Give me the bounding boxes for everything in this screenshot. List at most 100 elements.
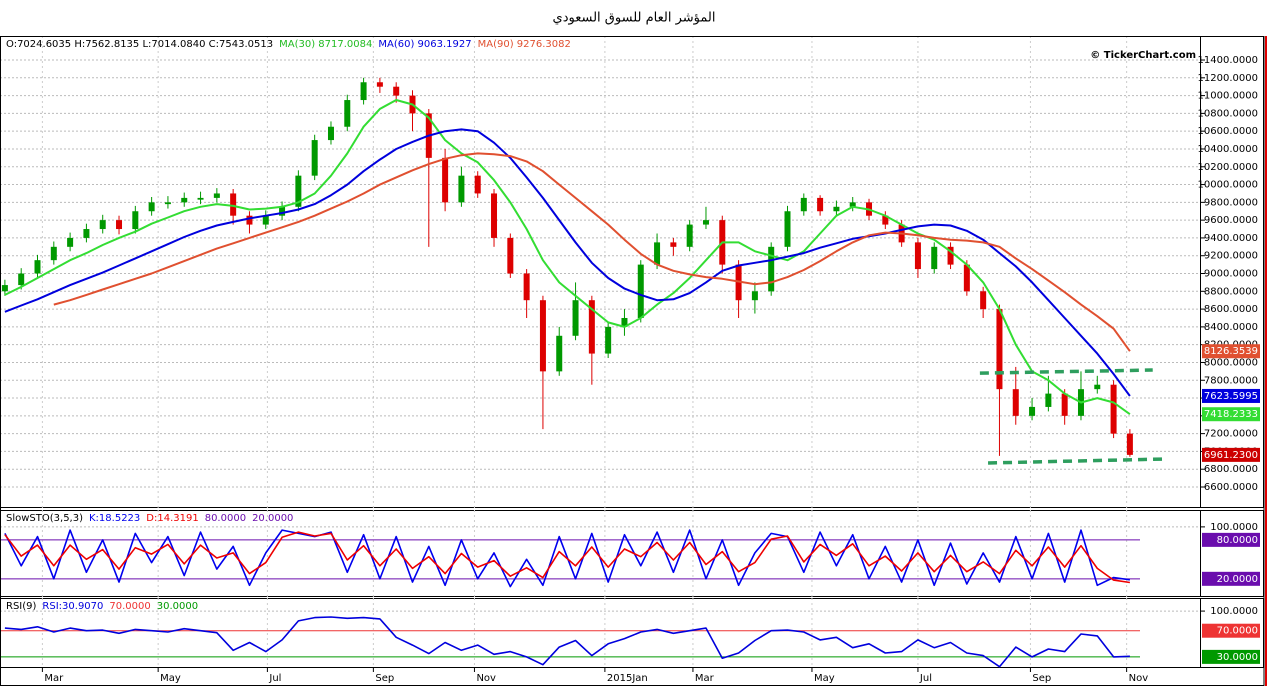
x-tick-label: Sep (1032, 673, 1051, 684)
value-box (1202, 344, 1260, 359)
candle-body (996, 309, 1003, 390)
y-tick-label: 9000.0000 (1204, 269, 1258, 280)
value-box-label: 80.0000 (1217, 535, 1258, 546)
candle-body (279, 206, 286, 216)
series-line (53, 152, 1131, 352)
candle-body (197, 197, 204, 200)
value-box (1202, 649, 1260, 664)
value-box-label: 30.0000 (1217, 652, 1258, 663)
candle-body (556, 335, 563, 372)
value-box (1202, 388, 1260, 403)
series-line (4, 616, 1130, 668)
candle-body (67, 237, 74, 247)
trend-line (988, 457, 1166, 465)
candle-body (539, 300, 546, 372)
y-tick-label: 9800.0000 (1204, 197, 1258, 208)
value-box (1202, 623, 1260, 638)
y-tick-label: 6800.0000 (1204, 464, 1258, 475)
candle-body (34, 260, 41, 274)
candle-body (751, 291, 758, 301)
candle-body (784, 211, 791, 247)
candle-body (442, 157, 449, 203)
candle-body (588, 300, 595, 354)
candle-body (376, 82, 383, 87)
candle-body (18, 273, 25, 286)
legend-label: MA(90) 9276.3082 (478, 39, 571, 50)
candle-body (344, 100, 351, 127)
candle-body (1029, 406, 1036, 416)
candle-body (572, 300, 579, 336)
candle-body (1012, 389, 1019, 416)
candle-body (507, 237, 514, 274)
y-tick-label: 8000.0000 (1204, 357, 1258, 368)
y-tick-label: 10200.0000 (1198, 162, 1258, 173)
x-tick-label: May (814, 673, 835, 684)
x-tick-label: Mar (695, 673, 715, 684)
candle-body (50, 246, 57, 261)
y-tick-label: 10000.0000 (1198, 180, 1258, 191)
y-tick-label: 8400.0000 (1204, 322, 1258, 333)
candle-body (491, 193, 498, 238)
candle-body (132, 211, 139, 230)
candle-body (474, 175, 481, 194)
candle-body (654, 242, 661, 265)
candle-body (947, 246, 954, 265)
x-tick-label: Mar (44, 673, 64, 684)
candle-body (246, 215, 253, 225)
legend-label: MA(60) 9063.1927 (378, 39, 471, 50)
y-tick-label: 8600.0000 (1204, 304, 1258, 315)
candle-body (800, 197, 807, 212)
candle-body (833, 206, 840, 212)
y-tick-label: 10800.0000 (1198, 108, 1258, 119)
legend-label: D:14.3191 (146, 513, 198, 524)
value-box (1202, 447, 1260, 462)
candle-body (458, 175, 465, 203)
y-tick-label: 100.0000 (1210, 606, 1258, 617)
candle-body (164, 202, 171, 205)
x-tick-label: May (160, 673, 181, 684)
value-box-label: 7418.2333 (1204, 409, 1258, 420)
panel-frame (0, 36, 1264, 508)
candle-body (980, 291, 987, 310)
y-tick-label: 11000.0000 (1198, 91, 1258, 102)
value-box (1202, 571, 1260, 586)
candle-body (1110, 384, 1117, 434)
candle-body (1, 285, 8, 292)
y-tick-label: 7800.0000 (1204, 375, 1258, 386)
candle-body (99, 220, 106, 230)
chart-title: المؤشر العام للسوق السعودي (553, 11, 716, 26)
candle-body (931, 246, 938, 270)
candle-body (621, 317, 628, 327)
candle-body (1061, 393, 1068, 416)
y-tick-label: 11400.0000 (1198, 55, 1258, 66)
value-box (1202, 532, 1260, 547)
candle-body (817, 197, 824, 212)
candle-body (1126, 433, 1133, 455)
candle-body (1094, 384, 1101, 390)
y-tick-label: 6600.0000 (1204, 482, 1258, 493)
candle-body (605, 326, 612, 354)
y-tick-label: 9400.0000 (1204, 233, 1258, 244)
series-line (4, 128, 1131, 397)
candle-body (148, 202, 155, 212)
legend-label: RSI(9) (6, 601, 37, 612)
series-line (4, 531, 1131, 584)
legend-label: RSI:30.9070 (42, 601, 103, 612)
series-line (4, 99, 1131, 416)
candle-body (213, 193, 220, 198)
candle-body (914, 242, 921, 270)
candle-body (849, 202, 856, 207)
candle-body (181, 197, 188, 203)
value-box-label: 20.0000 (1217, 574, 1258, 585)
y-tick-label: 10600.0000 (1198, 126, 1258, 137)
candle-body (230, 193, 237, 216)
y-tick-label: 11200.0000 (1198, 73, 1258, 84)
copyright: © TickerChart.com (1090, 50, 1196, 61)
candle-body (393, 86, 400, 96)
candle-body (686, 224, 693, 247)
legend-label: MA(30) 8717.0084 (279, 39, 372, 50)
y-tick-label: 100.0000 (1210, 522, 1258, 533)
legend-label: O:7024.6035 H:7562.8135 L:7014.0840 C:75… (6, 39, 273, 50)
candle-body (1045, 393, 1052, 407)
